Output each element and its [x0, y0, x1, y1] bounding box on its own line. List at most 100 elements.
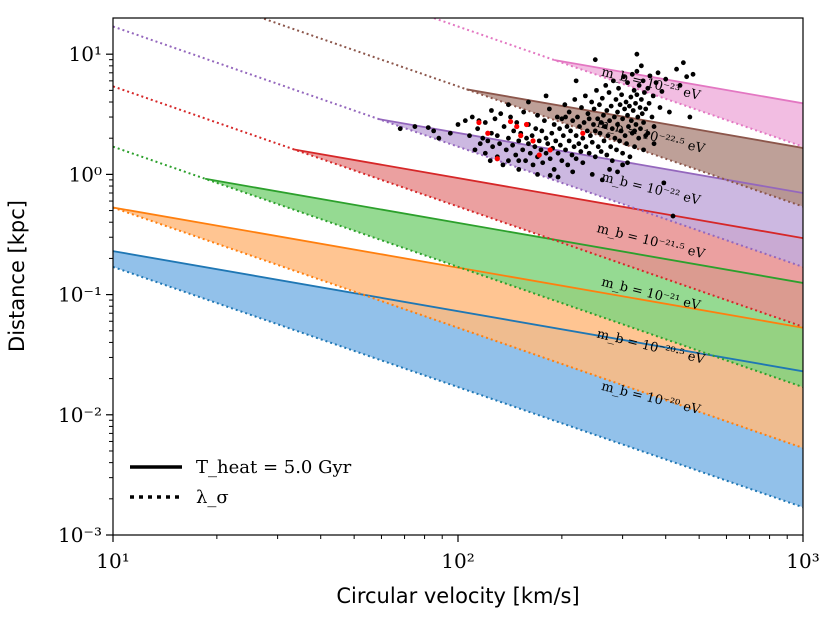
legend-heat-label: T_heat = 5.0 Gyr	[196, 457, 352, 478]
point-black-63	[551, 122, 557, 127]
point-black-117	[602, 124, 608, 129]
point-black-30	[508, 114, 513, 120]
point-black-130	[612, 135, 618, 141]
point-black-202	[489, 108, 494, 113]
point-black-72	[560, 133, 566, 139]
point-black-142	[621, 74, 627, 80]
point-black-23	[497, 141, 502, 147]
point-black-193	[684, 74, 690, 80]
point-black-54	[540, 160, 546, 166]
point-black-97	[585, 111, 591, 117]
point-black-55	[541, 118, 547, 124]
point-black-167	[638, 126, 643, 132]
point-black-138	[618, 128, 624, 134]
point-black-205	[599, 177, 605, 183]
point-black-42	[526, 141, 531, 147]
point-red-9	[547, 147, 553, 153]
point-black-32	[511, 128, 517, 134]
point-black-213	[615, 169, 620, 175]
point-black-87	[576, 141, 582, 147]
point-black-118	[603, 82, 609, 88]
point-black-89	[578, 149, 584, 154]
point-black-53	[539, 128, 545, 134]
point-black-212	[651, 141, 657, 147]
point-black-170	[639, 111, 645, 117]
point-black-13	[480, 135, 486, 141]
point-black-143	[622, 106, 627, 112]
point-black-121	[605, 133, 611, 139]
point-black-110	[597, 102, 602, 108]
x-tick-label-0: 10¹	[96, 549, 129, 573]
point-black-68	[557, 126, 562, 132]
point-black-127	[609, 158, 615, 164]
point-black-187	[663, 76, 669, 82]
point-black-180	[650, 93, 656, 99]
point-black-93	[581, 120, 587, 125]
point-black-119	[604, 152, 610, 158]
point-black-147	[625, 112, 630, 118]
band-2	[205, 178, 803, 388]
x-axis-title: Circular velocity [km/s]	[336, 584, 579, 608]
point-black-9	[469, 114, 475, 120]
point-black-8	[467, 133, 472, 139]
point-black-75	[564, 124, 570, 129]
point-black-178	[647, 73, 653, 79]
point-black-140	[620, 150, 626, 156]
point-black-15	[482, 120, 488, 125]
point-black-99	[586, 116, 592, 122]
point-black-12	[477, 141, 483, 147]
point-black-162	[634, 92, 640, 98]
point-black-134	[615, 122, 620, 127]
point-black-86	[575, 114, 580, 120]
point-black-186	[661, 180, 667, 186]
point-black-195	[690, 71, 696, 77]
point-black-16	[485, 138, 491, 144]
point-black-78	[566, 109, 572, 115]
point-black-27	[503, 147, 509, 153]
point-black-139	[619, 92, 625, 98]
point-black-66	[554, 114, 560, 120]
point-red-3	[507, 118, 514, 125]
point-black-196	[634, 51, 640, 57]
point-black-105	[592, 154, 598, 160]
point-black-92	[580, 160, 586, 166]
lambda-line-6	[430, 18, 803, 148]
point-black-51	[536, 138, 542, 144]
point-black-174	[643, 106, 649, 112]
point-black-57	[543, 135, 549, 141]
point-black-73	[562, 102, 568, 108]
point-black-164	[636, 135, 642, 141]
point-black-102	[589, 139, 595, 145]
point-black-52	[538, 147, 544, 153]
point-black-106	[592, 128, 598, 134]
point-black-116	[601, 138, 607, 144]
point-black-135	[616, 85, 621, 91]
point-black-133	[615, 109, 620, 115]
point-black-165	[636, 82, 642, 88]
legend-lambda-label: λ_σ	[196, 487, 229, 508]
point-black-11	[475, 126, 481, 132]
point-black-22	[494, 133, 500, 139]
point-red-1	[485, 130, 491, 136]
point-black-98	[586, 150, 592, 156]
point-black-5	[447, 130, 453, 136]
point-black-96	[584, 128, 590, 134]
point-black-56	[543, 150, 549, 156]
band-5	[466, 89, 803, 207]
point-black-217	[547, 173, 553, 178]
heat-line-5	[466, 88, 803, 149]
point-red-2	[494, 156, 500, 162]
point-black-191	[677, 82, 683, 88]
point-red-5	[518, 133, 524, 139]
y-tick-label-4: 10¹	[69, 42, 102, 66]
point-black-181	[651, 124, 657, 129]
y-axis-title: Distance [kpc]	[5, 200, 29, 352]
point-black-210	[641, 147, 646, 153]
band-0	[113, 251, 803, 508]
point-black-29	[506, 158, 511, 164]
point-black-44	[527, 150, 533, 156]
point-black-215	[570, 169, 576, 175]
point-black-128	[610, 78, 616, 84]
point-black-219	[516, 158, 522, 164]
lambda-line-2	[113, 145, 803, 389]
